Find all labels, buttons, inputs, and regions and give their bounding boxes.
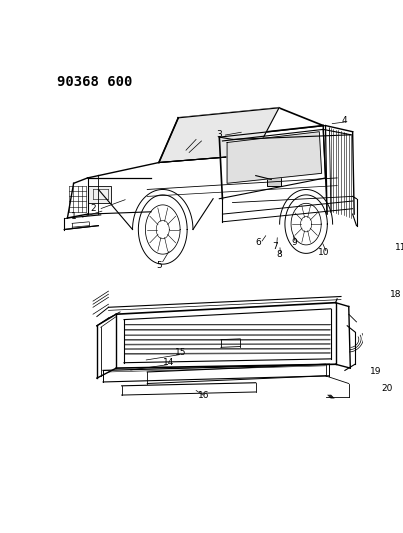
Text: 20: 20 (382, 384, 393, 393)
Text: 19: 19 (370, 367, 382, 376)
Text: 16: 16 (198, 391, 210, 400)
Text: 4: 4 (342, 116, 348, 125)
Bar (87, 185, 111, 203)
Text: 90368 600: 90368 600 (56, 75, 132, 88)
Text: 7: 7 (272, 242, 278, 251)
Text: 1: 1 (71, 212, 77, 221)
Text: 15: 15 (175, 348, 186, 357)
Polygon shape (227, 132, 322, 183)
Text: 3: 3 (216, 130, 222, 139)
Text: 18: 18 (390, 290, 401, 300)
Text: 10: 10 (318, 248, 330, 257)
Text: 5: 5 (156, 261, 162, 270)
Text: 14: 14 (162, 358, 174, 367)
Polygon shape (159, 108, 279, 163)
Text: 6: 6 (255, 238, 261, 247)
Text: 9: 9 (292, 238, 297, 247)
Text: 11: 11 (395, 243, 403, 252)
Bar (267, 175, 281, 187)
Text: 2: 2 (90, 204, 96, 213)
Text: 8: 8 (276, 251, 282, 260)
